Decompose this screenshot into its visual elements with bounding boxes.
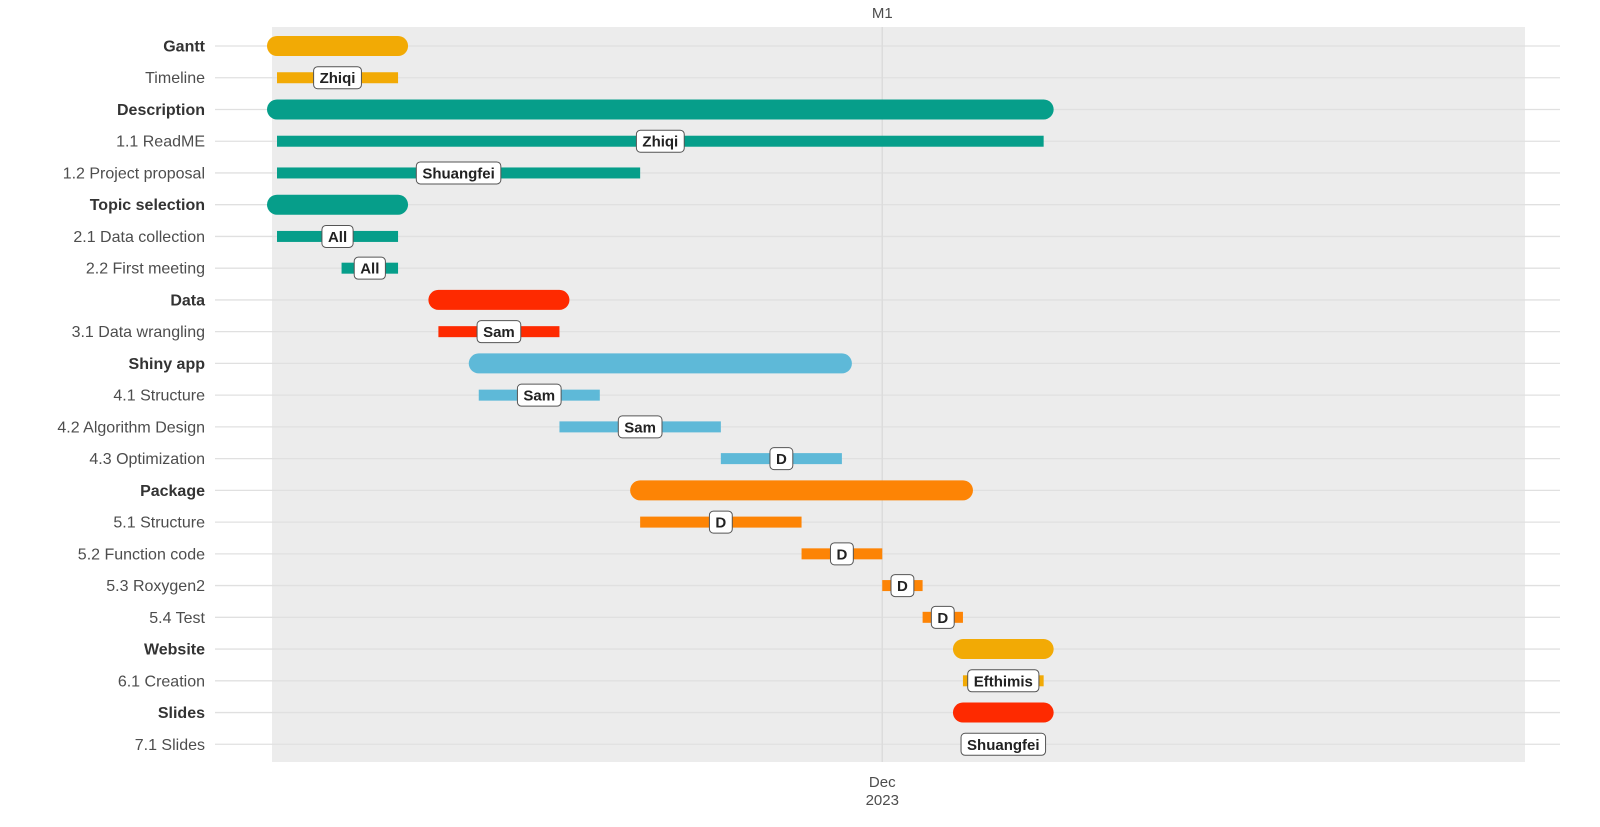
x-tick-label: Dec [869,774,896,791]
task-label: 5.4 Test [149,610,205,627]
group-label: Package [140,483,205,500]
owner-label-box [960,732,1047,756]
owner-label: Efthimis [967,669,1040,693]
task-label: 1.2 Project proposal [63,165,205,182]
owner-label: Shuangfei [415,161,502,185]
group-label: Data [170,292,205,309]
owner-label-text: Zhiqi [320,70,356,87]
group-label: Website [144,642,205,659]
owner-label-text: Sam [523,388,555,405]
owner-label: D [890,574,915,598]
task-label: Timeline [145,70,205,87]
owner-label-box [930,605,955,629]
owner-label-text: D [897,578,908,595]
owner-label-box [313,66,362,90]
owner-label-box [769,447,794,471]
owner-label-text: Sam [483,324,515,341]
owner-label-box [967,669,1040,693]
task-label: 3.1 Data wrangling [72,324,205,341]
owner-label-text: Sam [624,419,656,436]
task-label: 4.3 Optimization [89,451,205,468]
task-label: 4.2 Algorithm Design [57,419,205,436]
owner-label: Zhiqi [635,129,685,153]
task-label: 5.3 Roxygen2 [106,578,205,595]
task-label: 7.1 Slides [135,737,205,754]
owner-label-box [415,161,502,185]
group-label: Description [117,102,205,119]
task-label: 5.1 Structure [113,515,205,532]
owner-label-layer: Zhiqi Zhiqi Shuangfei All All Sam Sam Sam D D D D D E… [313,66,1047,756]
owner-label-box [476,320,522,344]
owner-label: Sam [516,383,562,407]
task-label: 6.1 Creation [118,673,205,690]
owner-label: All [353,256,386,280]
owner-label-text: D [836,546,847,563]
task-label: 2.2 First meeting [86,261,205,278]
owner-label: D [708,510,733,534]
task-label: 1.1 ReadME [116,134,205,151]
owner-label-box [890,574,915,598]
x-tick-sublabel: 2023 [866,792,899,809]
owner-label-text: Efthimis [974,673,1033,690]
owner-label-text: Shuangfei [422,165,495,182]
owner-label-text: Zhiqi [642,134,678,151]
owner-label-box [829,542,854,566]
owner-label-box [617,415,663,439]
owner-label-box [353,256,386,280]
group-label: Slides [158,705,205,722]
owner-label-text: D [715,515,726,532]
task-label: 5.2 Function code [78,546,205,563]
owner-label-text: All [328,229,347,246]
owner-label-box [708,510,733,534]
owner-label-box [516,383,562,407]
milestone-label: M1 [872,5,893,22]
owner-label: Sam [617,415,663,439]
row-label-layer: Gantt Timeline Description 1.1 ReadME 1.2 Pr… [57,39,205,754]
owner-label-text: D [937,610,948,627]
owner-label: D [769,447,794,471]
owner-label-text: Shuangfei [967,737,1040,754]
group-label: Gantt [163,39,205,56]
owner-label: D [829,542,854,566]
owner-label: Zhiqi [313,66,362,90]
owner-label-text: All [360,261,379,278]
owner-label: D [930,605,955,629]
task-label: 4.1 Structure [113,388,205,405]
task-label: 2.1 Data collection [73,229,205,246]
group-label: Topic selection [90,197,205,214]
owner-label: Shuangfei [960,732,1047,756]
owner-label-text: D [776,451,787,468]
owner-label-box [321,224,354,248]
group-label: Shiny app [129,356,206,373]
owner-label: Sam [476,320,522,344]
owner-label-box [635,129,685,153]
owner-label: All [321,224,354,248]
